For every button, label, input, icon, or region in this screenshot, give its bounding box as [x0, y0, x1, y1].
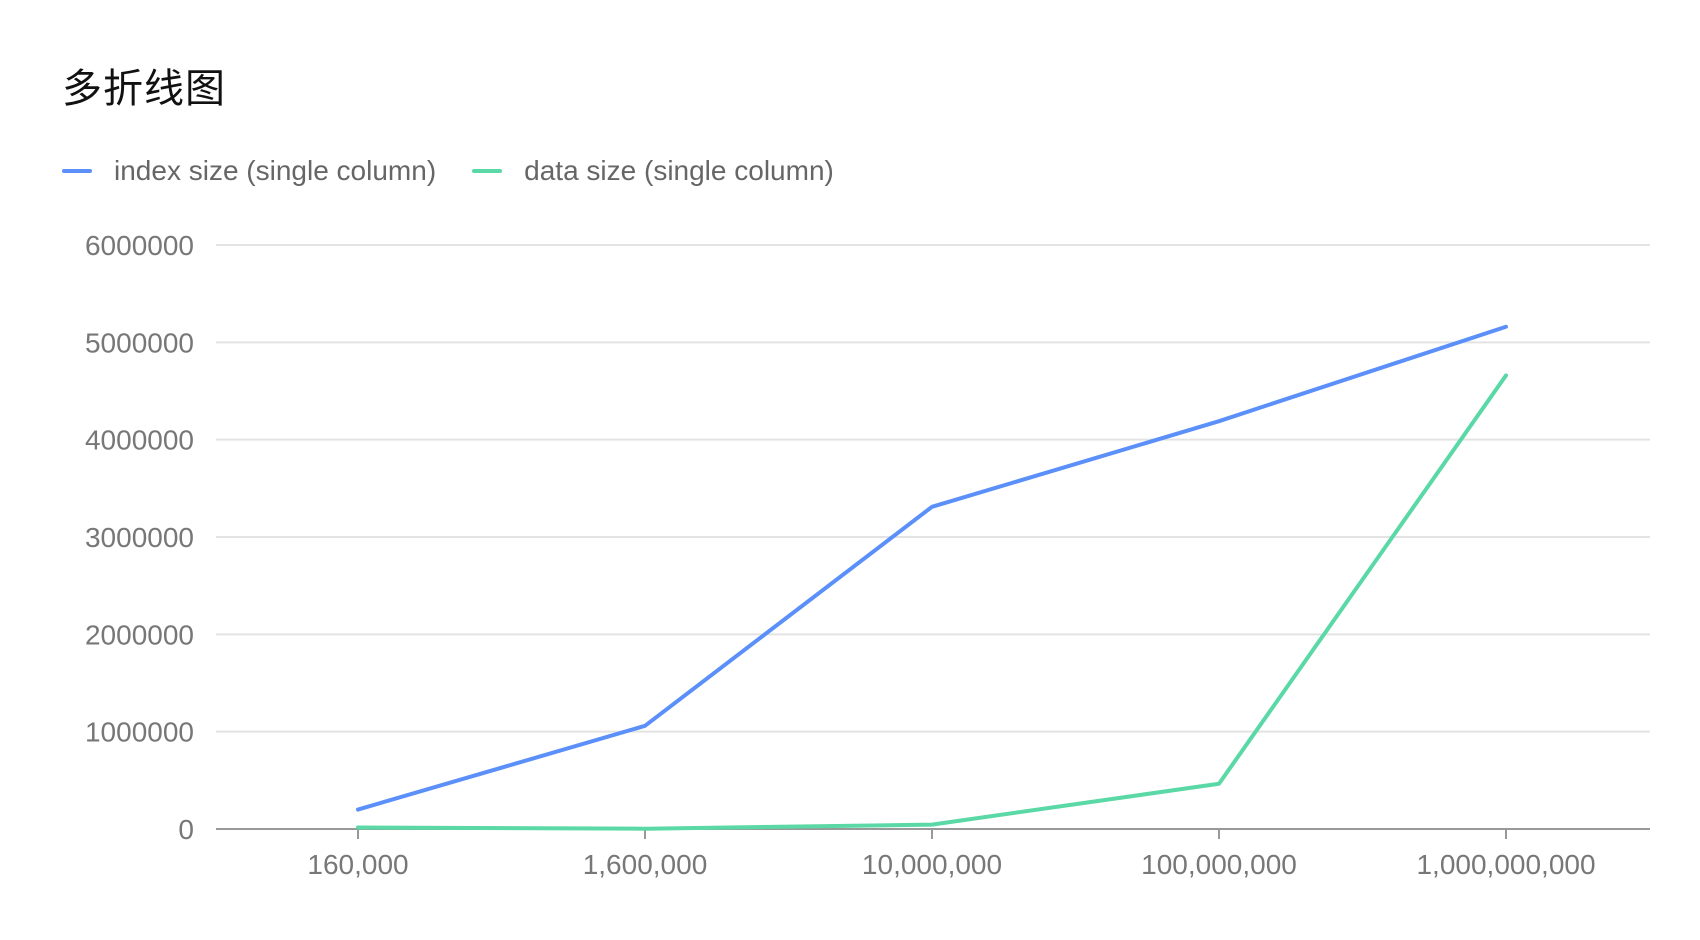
- legend-swatch-data-size: [472, 169, 503, 173]
- legend-swatch-index-size: [62, 169, 92, 173]
- y-tick-label: 6000000: [85, 230, 194, 261]
- x-tick-label: 10,000,000: [862, 849, 1002, 880]
- legend: index size (single column) data size (si…: [62, 155, 870, 187]
- x-tick-label: 1,000,000,000: [1416, 849, 1595, 880]
- chart-title: 多折线图: [62, 66, 226, 112]
- grid-layer: [216, 244, 1650, 733]
- legend-item-index-size[interactable]: index size (single column): [62, 155, 436, 187]
- series-line-1[interactable]: [356, 373, 1508, 831]
- series-layer: [356, 324, 1508, 831]
- y-tick-label: 2000000: [85, 619, 194, 650]
- y-tick-label: 0: [178, 814, 194, 845]
- x-tick-label: 160,000: [307, 849, 408, 880]
- legend-label-index-size: index size (single column): [114, 155, 437, 186]
- y-tick-label: 1000000: [85, 717, 194, 748]
- series-line-0[interactable]: [356, 324, 1508, 812]
- legend-label-data-size: data size (single column): [524, 155, 834, 186]
- legend-item-data-size[interactable]: data size (single column): [472, 155, 834, 187]
- x-tick-label: 100,000,000: [1141, 849, 1297, 880]
- axis-layer: [216, 828, 1650, 839]
- y-tick-label: 3000000: [85, 522, 194, 553]
- label-layer: 0 1000000 2000000 3000000 4000000 5000000 6000…: [85, 230, 1596, 880]
- x-tick-label: 1,600,000: [583, 849, 708, 880]
- y-tick-label: 4000000: [85, 425, 194, 456]
- y-tick-label: 5000000: [85, 327, 194, 358]
